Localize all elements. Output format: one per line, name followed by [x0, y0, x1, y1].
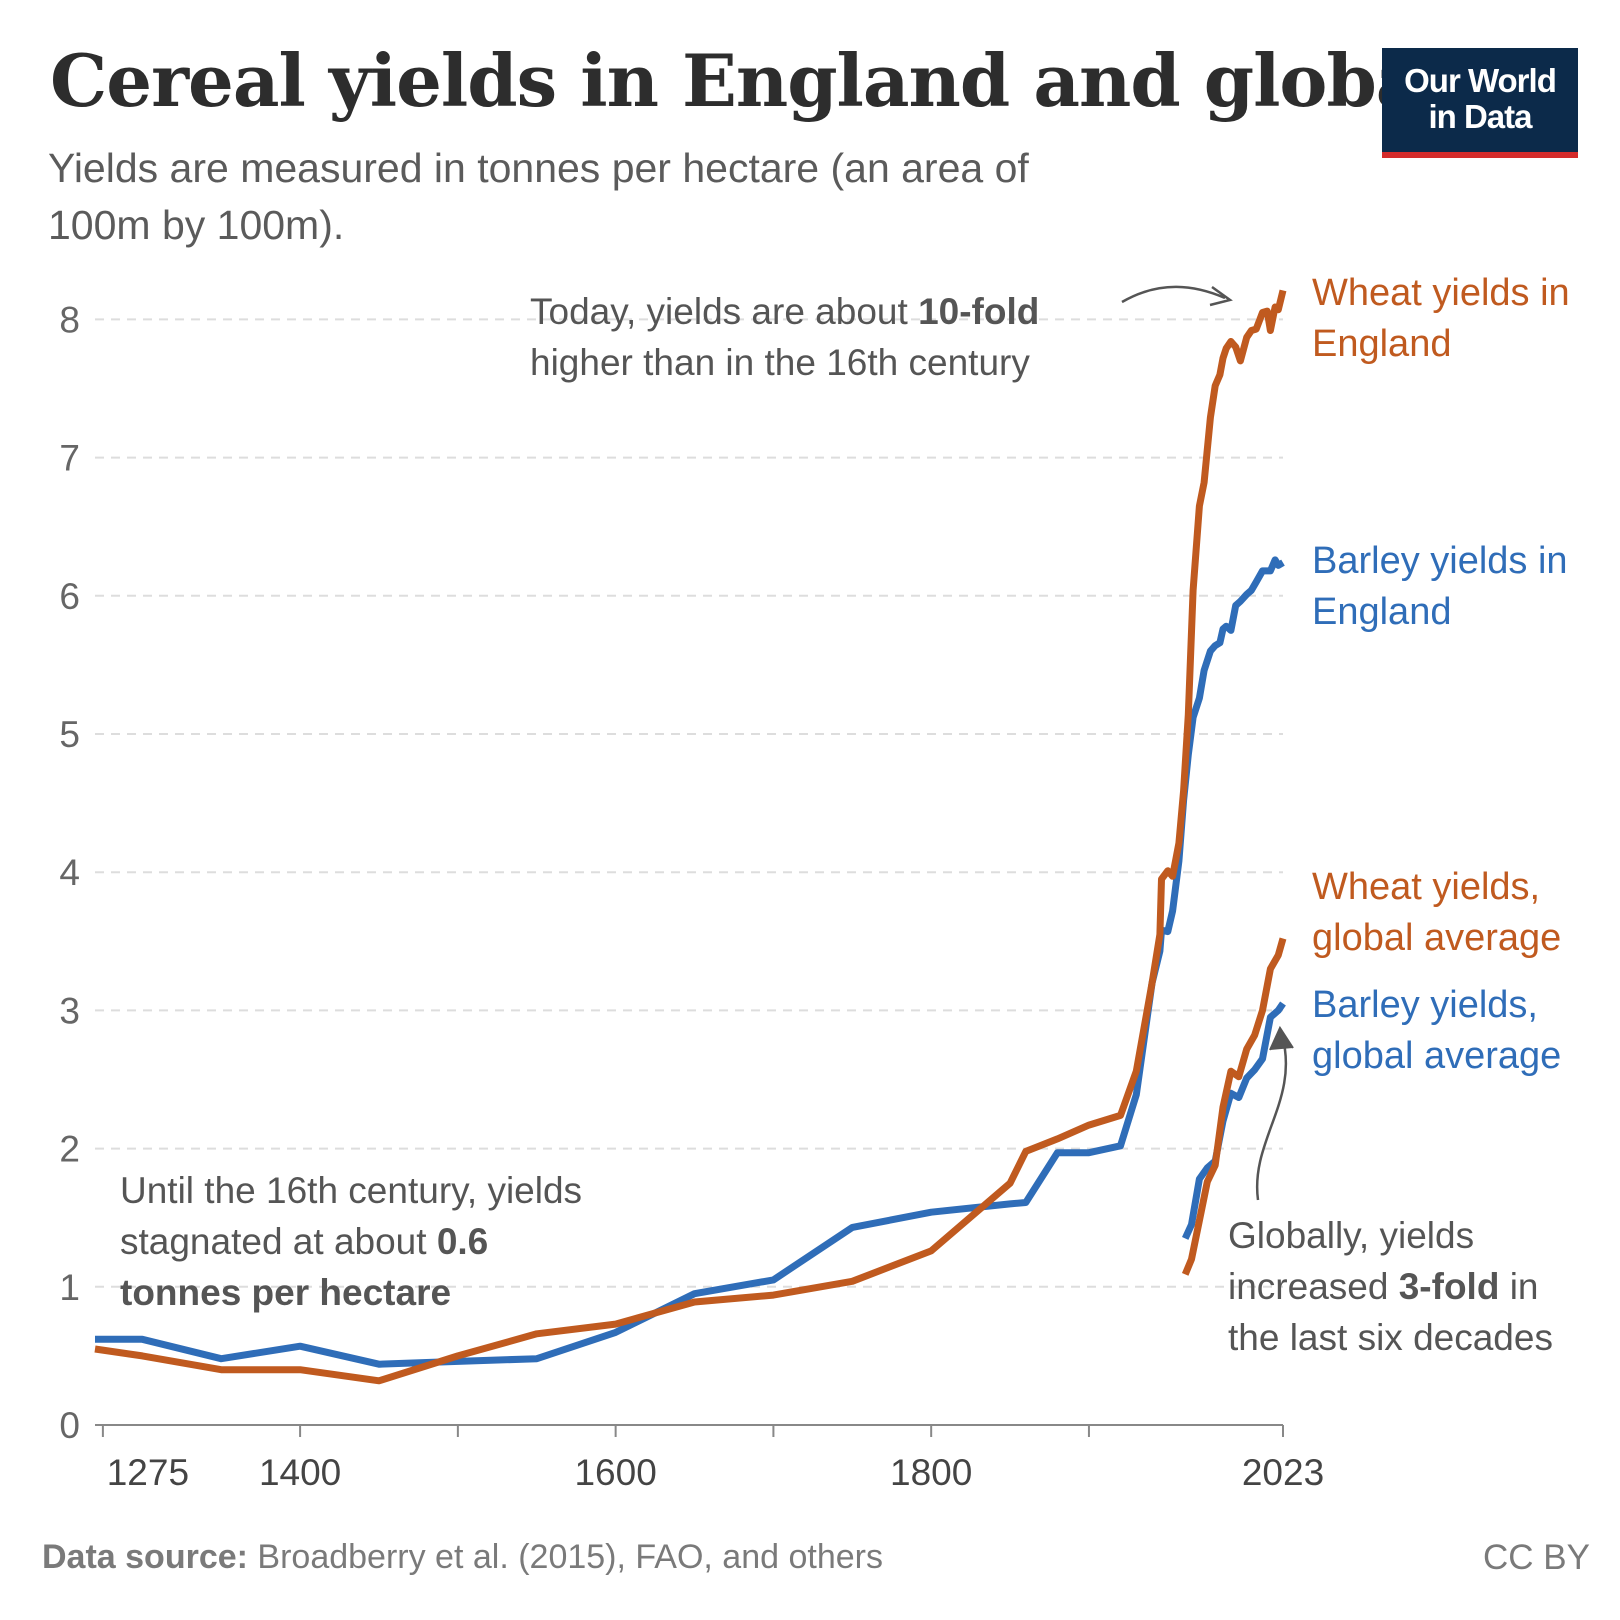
x-tick-label: 1800 — [890, 1452, 972, 1493]
x-tick-label: 1275 — [107, 1452, 189, 1493]
label-wheat-england: Wheat yields in England — [1312, 272, 1570, 365]
annotation-until: Until the 16th century, yields stagnated… — [120, 1170, 583, 1313]
grid-lines — [95, 318, 1283, 1288]
arrow-global — [1255, 1034, 1288, 1201]
y-axis-ticks: 0 1 2 3 4 5 6 7 8 — [59, 299, 80, 1446]
x-tick-label: 1400 — [259, 1452, 341, 1493]
series-line-3[interactable] — [1182, 1001, 1286, 1240]
owid-logo[interactable]: Our World in Data — [1382, 48, 1578, 158]
y-tick-label: 6 — [59, 576, 80, 617]
y-tick-label: 8 — [59, 299, 80, 340]
y-tick-label: 0 — [59, 1405, 80, 1446]
label-barley-england: Barley yields in England — [1312, 540, 1568, 633]
series-lines — [94, 289, 1287, 1385]
x-axis — [95, 1424, 1284, 1437]
x-tick-label: 1600 — [574, 1452, 656, 1493]
x-tick-label: 2023 — [1242, 1452, 1324, 1493]
x-axis-ticks: 1275 1400 1600 1800 2023 — [107, 1452, 1324, 1493]
series-line-0[interactable] — [94, 289, 1287, 1385]
y-tick-label: 4 — [59, 852, 80, 893]
chart-subtitle: Yields are measured in tonnes per hectar… — [48, 145, 1029, 248]
label-wheat-global: Wheat yields, global average — [1312, 866, 1562, 959]
arrow-today-head — [1209, 285, 1233, 307]
data-source: Data source: Broadberry et al. (2015), F… — [42, 1538, 883, 1576]
logo-line-1: Our World — [1404, 62, 1557, 99]
label-barley-global: Barley yields, global average — [1312, 984, 1562, 1077]
chart-title: Cereal yields in England and globally — [50, 38, 1516, 123]
annotation-arrows — [1121, 285, 1294, 1201]
series-line-2[interactable] — [1181, 937, 1287, 1276]
y-tick-label: 2 — [59, 1129, 80, 1170]
annotation-global: Globally, yields increased 3-fold in the… — [1228, 1215, 1553, 1358]
y-tick-label: 3 — [59, 990, 80, 1031]
y-tick-label: 5 — [59, 714, 80, 755]
arrow-today — [1121, 285, 1226, 304]
y-tick-label: 7 — [59, 438, 80, 479]
arrow-global-head — [1269, 1025, 1294, 1051]
annotation-today: Today, yields are about 10-fold higher t… — [530, 291, 1040, 383]
license[interactable]: CC BY — [1483, 1538, 1590, 1577]
y-tick-label: 1 — [59, 1267, 80, 1308]
logo-line-2: in Data — [1428, 98, 1532, 135]
